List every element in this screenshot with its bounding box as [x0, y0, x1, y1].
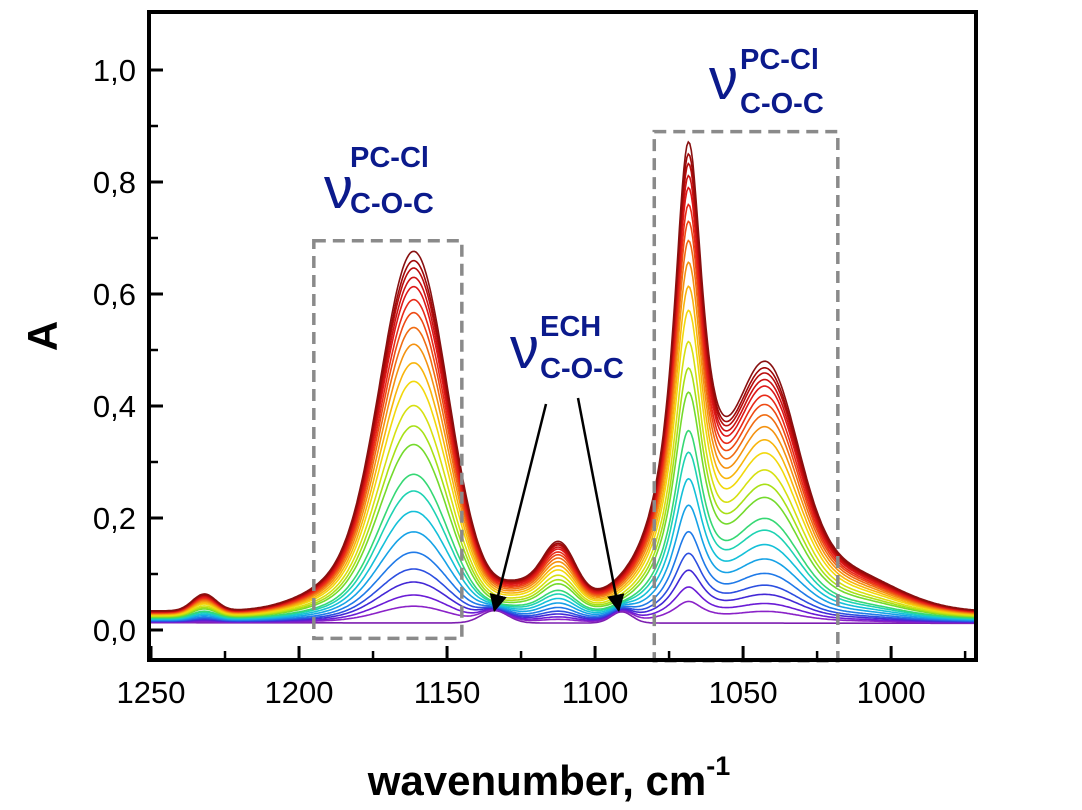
spectrum-line-15	[151, 285, 974, 616]
x-tick-label: 1050	[709, 675, 778, 710]
y-tick-label: 0,8	[93, 165, 136, 200]
x-axis-title: wavenumber, cm-1	[367, 751, 731, 804]
y-tick-label: 0,6	[93, 277, 136, 312]
x-tick-label: 1250	[117, 675, 186, 710]
annotation-superscript: PC-Cl	[740, 44, 819, 76]
axis-ticks: 1250 1200 1150 1100 1050 1000 0,0 0,2 0,4 0,6 0,8 1…	[93, 53, 967, 710]
nu-symbol: ν	[709, 47, 738, 112]
x-tick-label: 1000	[857, 675, 926, 710]
annotation-right-label: ν PC-Cl C-O-C	[709, 44, 824, 120]
ech-arrow-2	[576, 397, 625, 613]
y-tick-label: 1,0	[93, 53, 136, 88]
x-tick-label: 1200	[265, 675, 334, 710]
spectrum-line-11	[151, 391, 975, 618]
annotation-subscript: C-O-C	[540, 353, 624, 385]
annotation-superscript: ECH	[540, 311, 601, 343]
y-axis-title: A	[19, 321, 66, 351]
annotation-center-label: ν ECH C-O-C	[510, 311, 624, 385]
annotation-subscript: C-O-C	[350, 188, 434, 220]
spectrum-line-5	[151, 552, 974, 623]
left-box-dashed-box	[312, 239, 464, 641]
annotation-subscript: C-O-C	[740, 88, 824, 120]
y-tick-label: 0,0	[93, 613, 136, 648]
spectrum-line-6	[151, 530, 974, 622]
y-tick-label: 0,4	[93, 389, 136, 424]
plot-frame	[147, 10, 978, 662]
spectrum-line-16	[151, 261, 975, 615]
annotation-superscript: PC-Cl	[350, 142, 429, 174]
nu-symbol: ν	[324, 156, 353, 221]
annotation-left-label: ν PC-Cl C-O-C	[324, 142, 434, 221]
spectrum-line-10	[151, 429, 974, 619]
annotation-arrows	[489, 397, 625, 613]
x-tick-label: 1100	[562, 675, 629, 710]
spectrum-line-17	[151, 239, 975, 615]
y-tick-label: 0,2	[93, 501, 136, 536]
ech-arrow-1	[489, 403, 548, 613]
spectrum-line-9	[151, 451, 974, 620]
spectrum-line-24	[151, 140, 975, 612]
x-tick-label: 1150	[414, 675, 481, 710]
nu-symbol: ν	[510, 316, 539, 381]
